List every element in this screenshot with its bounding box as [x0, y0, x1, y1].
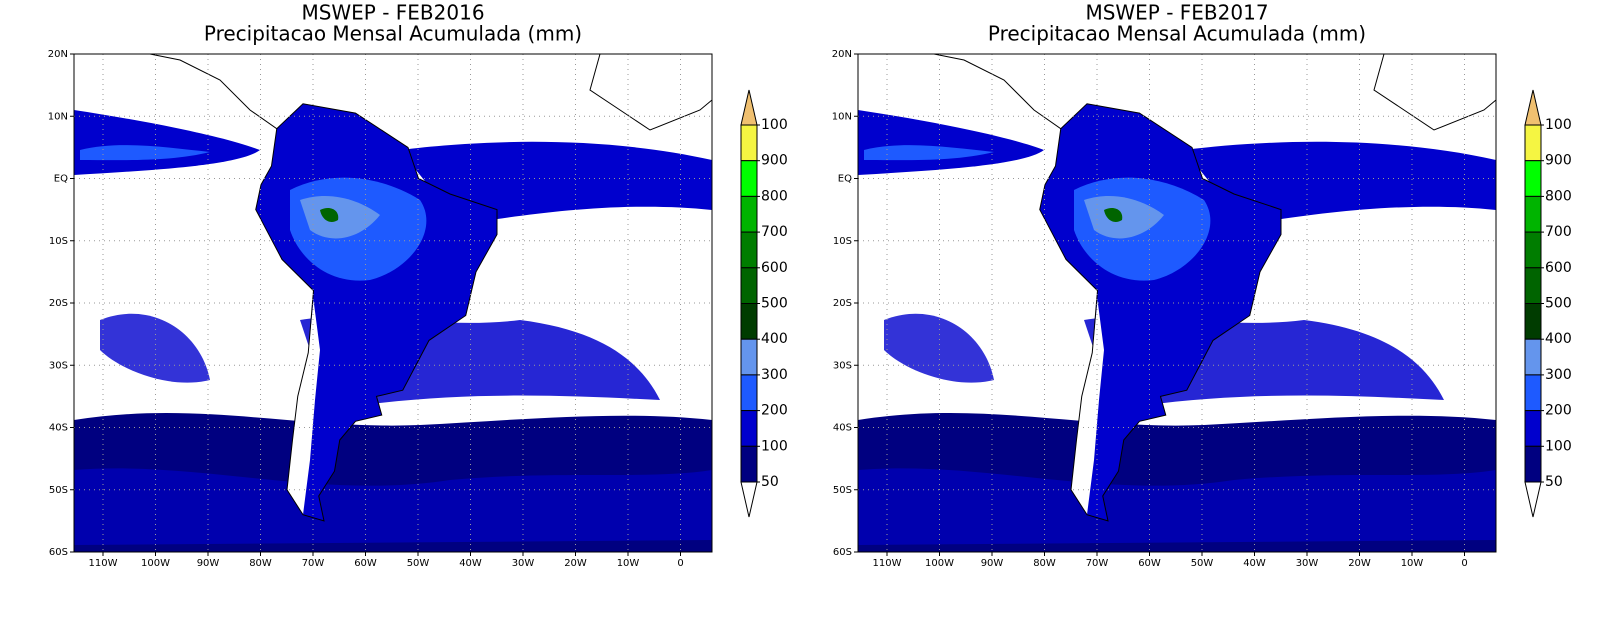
lon-label: 20W: [564, 558, 587, 569]
lat-label: 20N: [48, 49, 68, 60]
colorbar-segment: [740, 195, 758, 233]
colorbar-label: 700: [761, 224, 788, 240]
panel-title: MSWEP - FEB2017: [1085, 1, 1268, 25]
lon-label: 90W: [197, 558, 220, 569]
colorbar-segment: [1524, 160, 1542, 197]
lat-label: 10S: [49, 236, 68, 247]
colorbar-label: 500: [1545, 296, 1572, 312]
lat-label: 10S: [833, 236, 852, 247]
map-frame: [857, 53, 1497, 553]
lat-label: 10N: [832, 111, 852, 122]
lon-label: 70W: [302, 558, 325, 569]
colorbar-segment: [1524, 267, 1542, 304]
lon-label: 70W: [1086, 558, 1109, 569]
colorbar-label: 100: [1545, 117, 1572, 133]
colorbar-segment: [740, 374, 758, 412]
colorbar-label: 100: [761, 117, 788, 133]
colorbar-segment: [1524, 410, 1542, 447]
lat-label: EQ: [54, 174, 68, 185]
colorbar-label: 700: [1545, 224, 1572, 240]
lat-label: 30S: [49, 360, 68, 371]
colorbar-label: 400: [761, 331, 788, 347]
colorbar-label: 100: [761, 438, 788, 454]
lon-label: 30W: [512, 558, 535, 569]
lat-label: 40S: [49, 423, 68, 434]
lon-label: 110W: [873, 558, 902, 569]
lat-label: 20S: [833, 298, 852, 309]
panel-subtitle: Precipitacao Mensal Acumulada (mm): [988, 22, 1366, 46]
colorbar-segment: [1524, 231, 1542, 269]
colorbar-segment: [740, 445, 758, 483]
colorbar-segment: [740, 160, 758, 197]
colorbar-top-arrow: [740, 89, 758, 126]
colorbar-label: 800: [761, 188, 788, 204]
colorbar-label: 200: [761, 403, 788, 419]
colorbar-segment: [740, 124, 758, 162]
colorbar-label: 900: [1545, 153, 1572, 169]
lat-label: 20S: [49, 298, 68, 309]
colorbar-segment: [1524, 338, 1542, 376]
colorbar-top-arrow: [1524, 89, 1542, 126]
colorbar-label: 500: [761, 296, 788, 312]
colorbar-bottom-arrow: [1524, 481, 1542, 518]
colorbar-label: 50: [1545, 474, 1563, 490]
lon-label: 40W: [1243, 558, 1266, 569]
lon-label: 100W: [141, 558, 170, 569]
colorbar-label: 50: [761, 474, 779, 490]
colorbar-label: 300: [1545, 367, 1572, 383]
panel-subtitle: Precipitacao Mensal Acumulada (mm): [204, 22, 582, 46]
lon-label: 40W: [459, 558, 482, 569]
colorbar-segment: [740, 303, 758, 340]
colorbar-segment: [740, 338, 758, 376]
lon-label: 20W: [1348, 558, 1371, 569]
lat-label: 60S: [833, 547, 852, 558]
lat-label: 40S: [833, 423, 852, 434]
lon-label: 10W: [617, 558, 640, 569]
lat-label: 10N: [48, 111, 68, 122]
lat-label: 60S: [49, 547, 68, 558]
map-frame: [73, 53, 713, 553]
colorbar-segment: [740, 231, 758, 269]
colorbar-label: 200: [1545, 403, 1572, 419]
colorbar-segment: [740, 410, 758, 447]
lon-label: 10W: [1401, 558, 1424, 569]
lon-label: 80W: [1033, 558, 1056, 569]
colorbar-label: 800: [1545, 188, 1572, 204]
colorbar-segment: [1524, 195, 1542, 233]
colorbar-label: 900: [761, 153, 788, 169]
colorbar-segment: [740, 267, 758, 304]
lat-label: 30S: [833, 360, 852, 371]
colorbar-label: 600: [1545, 260, 1572, 276]
colorbar-segment: [1524, 124, 1542, 162]
lon-label: 0: [1461, 558, 1467, 569]
colorbar: 100 900 800 700 600 500 400 300 200 100 50: [1524, 89, 1572, 518]
lon-label: 50W: [1191, 558, 1214, 569]
lon-label: 30W: [1296, 558, 1319, 569]
lon-label: 100W: [925, 558, 954, 569]
lon-label: 60W: [1138, 558, 1161, 569]
colorbar-bottom-arrow: [740, 481, 758, 518]
colorbar-segment: [1524, 445, 1542, 483]
lon-label: 90W: [981, 558, 1004, 569]
colorbar-label: 400: [1545, 331, 1572, 347]
colorbar-label: 100: [1545, 438, 1572, 454]
colorbar-segment: [1524, 303, 1542, 340]
lat-label: 50S: [49, 485, 68, 496]
lon-label: 50W: [407, 558, 430, 569]
lon-label: 80W: [249, 558, 272, 569]
colorbar-segment: [1524, 374, 1542, 412]
lat-label: 50S: [833, 485, 852, 496]
lat-label: 20N: [832, 49, 852, 60]
lon-label: 60W: [354, 558, 377, 569]
lat-label: EQ: [838, 174, 852, 185]
panel-title: MSWEP - FEB2016: [301, 1, 484, 25]
colorbar-label: 600: [761, 260, 788, 276]
lon-label: 110W: [89, 558, 118, 569]
colorbar-label: 300: [761, 367, 788, 383]
colorbar: 100 900 800 700 600 500 400 300 200 100 50: [740, 89, 788, 518]
lon-label: 0: [677, 558, 683, 569]
